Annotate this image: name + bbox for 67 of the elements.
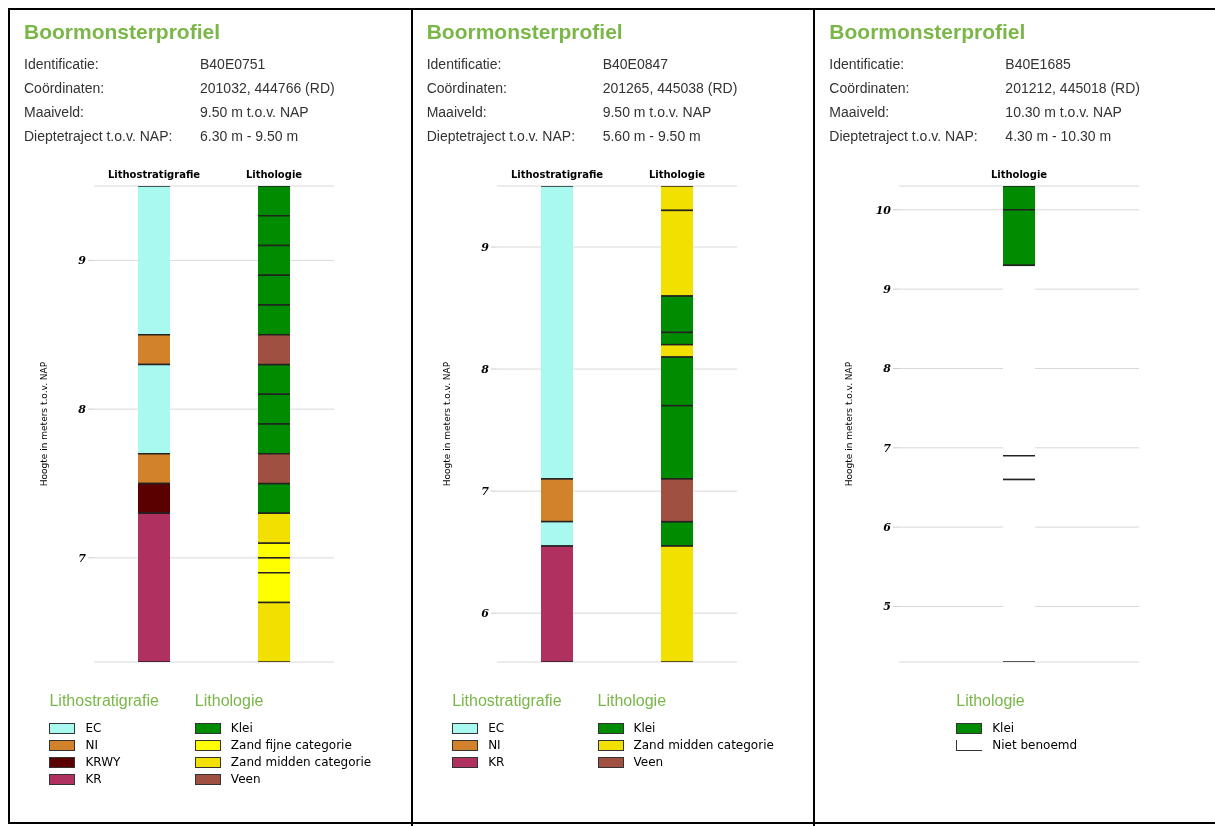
y-axis-title: Hoogte in meters t.o.v. NAP (844, 361, 855, 487)
text: Coördinaten: (426, 79, 508, 98)
legend-label: NI (488, 737, 501, 754)
category-label: Lithostratigrafie (49, 692, 159, 709)
legend-label: Klei (992, 720, 1015, 737)
legend-label: EC (85, 720, 102, 737)
text: 5.60 m - 9.50 m (602, 127, 701, 146)
legend-label: Zand fijne categorie (230, 737, 352, 754)
text: Maaiveld: (426, 103, 488, 122)
legend-label: Veen (230, 771, 261, 788)
text: B40E1685 (1005, 55, 1071, 74)
x-tick-label: Lithostratigrafie (107, 169, 201, 180)
text: 201212, 445018 (RD) (1005, 79, 1140, 98)
legend-label: Klei (230, 720, 253, 737)
text: Coördinaten: (829, 79, 911, 98)
text: 10.30 m t.o.v. NAP (1005, 103, 1122, 122)
category-label: Lithologie (194, 692, 264, 709)
text: 9.50 m t.o.v. NAP (602, 103, 712, 122)
legend-label: Klei (633, 720, 656, 737)
legend-label: Zand midden categorie (230, 754, 372, 771)
text: Identificatie: (829, 55, 906, 74)
text: Maaiveld: (24, 103, 85, 122)
y-tick-label: 5 (883, 600, 892, 614)
text: Maaiveld: (829, 103, 891, 122)
legend-label: EC (488, 720, 505, 737)
chart-title: Boormonsterprofiel (24, 20, 221, 44)
text: Coördinaten: (24, 79, 106, 98)
chart-title: Boormonsterprofiel (426, 20, 624, 44)
legend-label: KRWY (85, 754, 121, 771)
legend-label: Niet benoemd (992, 737, 1078, 754)
text: 9.50 m t.o.v. NAP (200, 103, 309, 122)
legend-label: NI (85, 737, 98, 754)
y-tick-label: 9 (481, 240, 490, 254)
chart-title: Boormonsterprofiel (829, 20, 1027, 44)
y-tick-label: 10 (876, 203, 892, 217)
text: 4.30 m - 10.30 m (1005, 127, 1112, 146)
y-tick-label: 6 (883, 521, 892, 535)
y-tick-label: 7 (78, 551, 87, 565)
y-tick-label: 8 (78, 403, 87, 417)
x-tick-label: Lithologie (245, 169, 303, 180)
y-tick-label: 8 (883, 362, 892, 376)
text: Identificatie: (24, 55, 100, 74)
text: Identificatie: (426, 55, 503, 74)
x-tick-label: Lithologie (648, 169, 705, 180)
text: 201032, 444766 (RD) (200, 79, 335, 98)
category-label: Lithostratigrafie (452, 692, 562, 709)
y-axis-title: Hoogte in meters t.o.v. NAP (441, 361, 452, 487)
legend-label: KR (488, 754, 505, 771)
y-tick-label: 7 (481, 485, 490, 499)
y-tick-label: 8 (481, 362, 490, 376)
y-tick-label: 9 (78, 254, 87, 268)
y-axis-title: Hoogte in meters t.o.v. NAP (39, 361, 50, 487)
legend-label: KR (85, 771, 102, 788)
legend-label: Veen (633, 754, 664, 771)
y-tick-label: 9 (883, 283, 892, 297)
legend-label: Zand midden categorie (633, 737, 774, 754)
x-tick-label: Lithostratigrafie (510, 169, 603, 180)
text: Dieptetraject t.o.v. NAP: (24, 127, 174, 146)
text: B40E0751 (200, 55, 266, 74)
y-tick-label: 7 (883, 441, 892, 455)
text: 6.30 m - 9.50 m (200, 127, 299, 146)
text: Dieptetraject t.o.v. NAP: (426, 127, 577, 146)
text: Dieptetraject t.o.v. NAP: (829, 127, 979, 146)
text: 201265, 445038 (RD) (602, 79, 738, 98)
text: B40E0847 (602, 55, 669, 74)
y-tick-label: 6 (481, 607, 490, 621)
category-label: Lithologie (597, 692, 667, 709)
